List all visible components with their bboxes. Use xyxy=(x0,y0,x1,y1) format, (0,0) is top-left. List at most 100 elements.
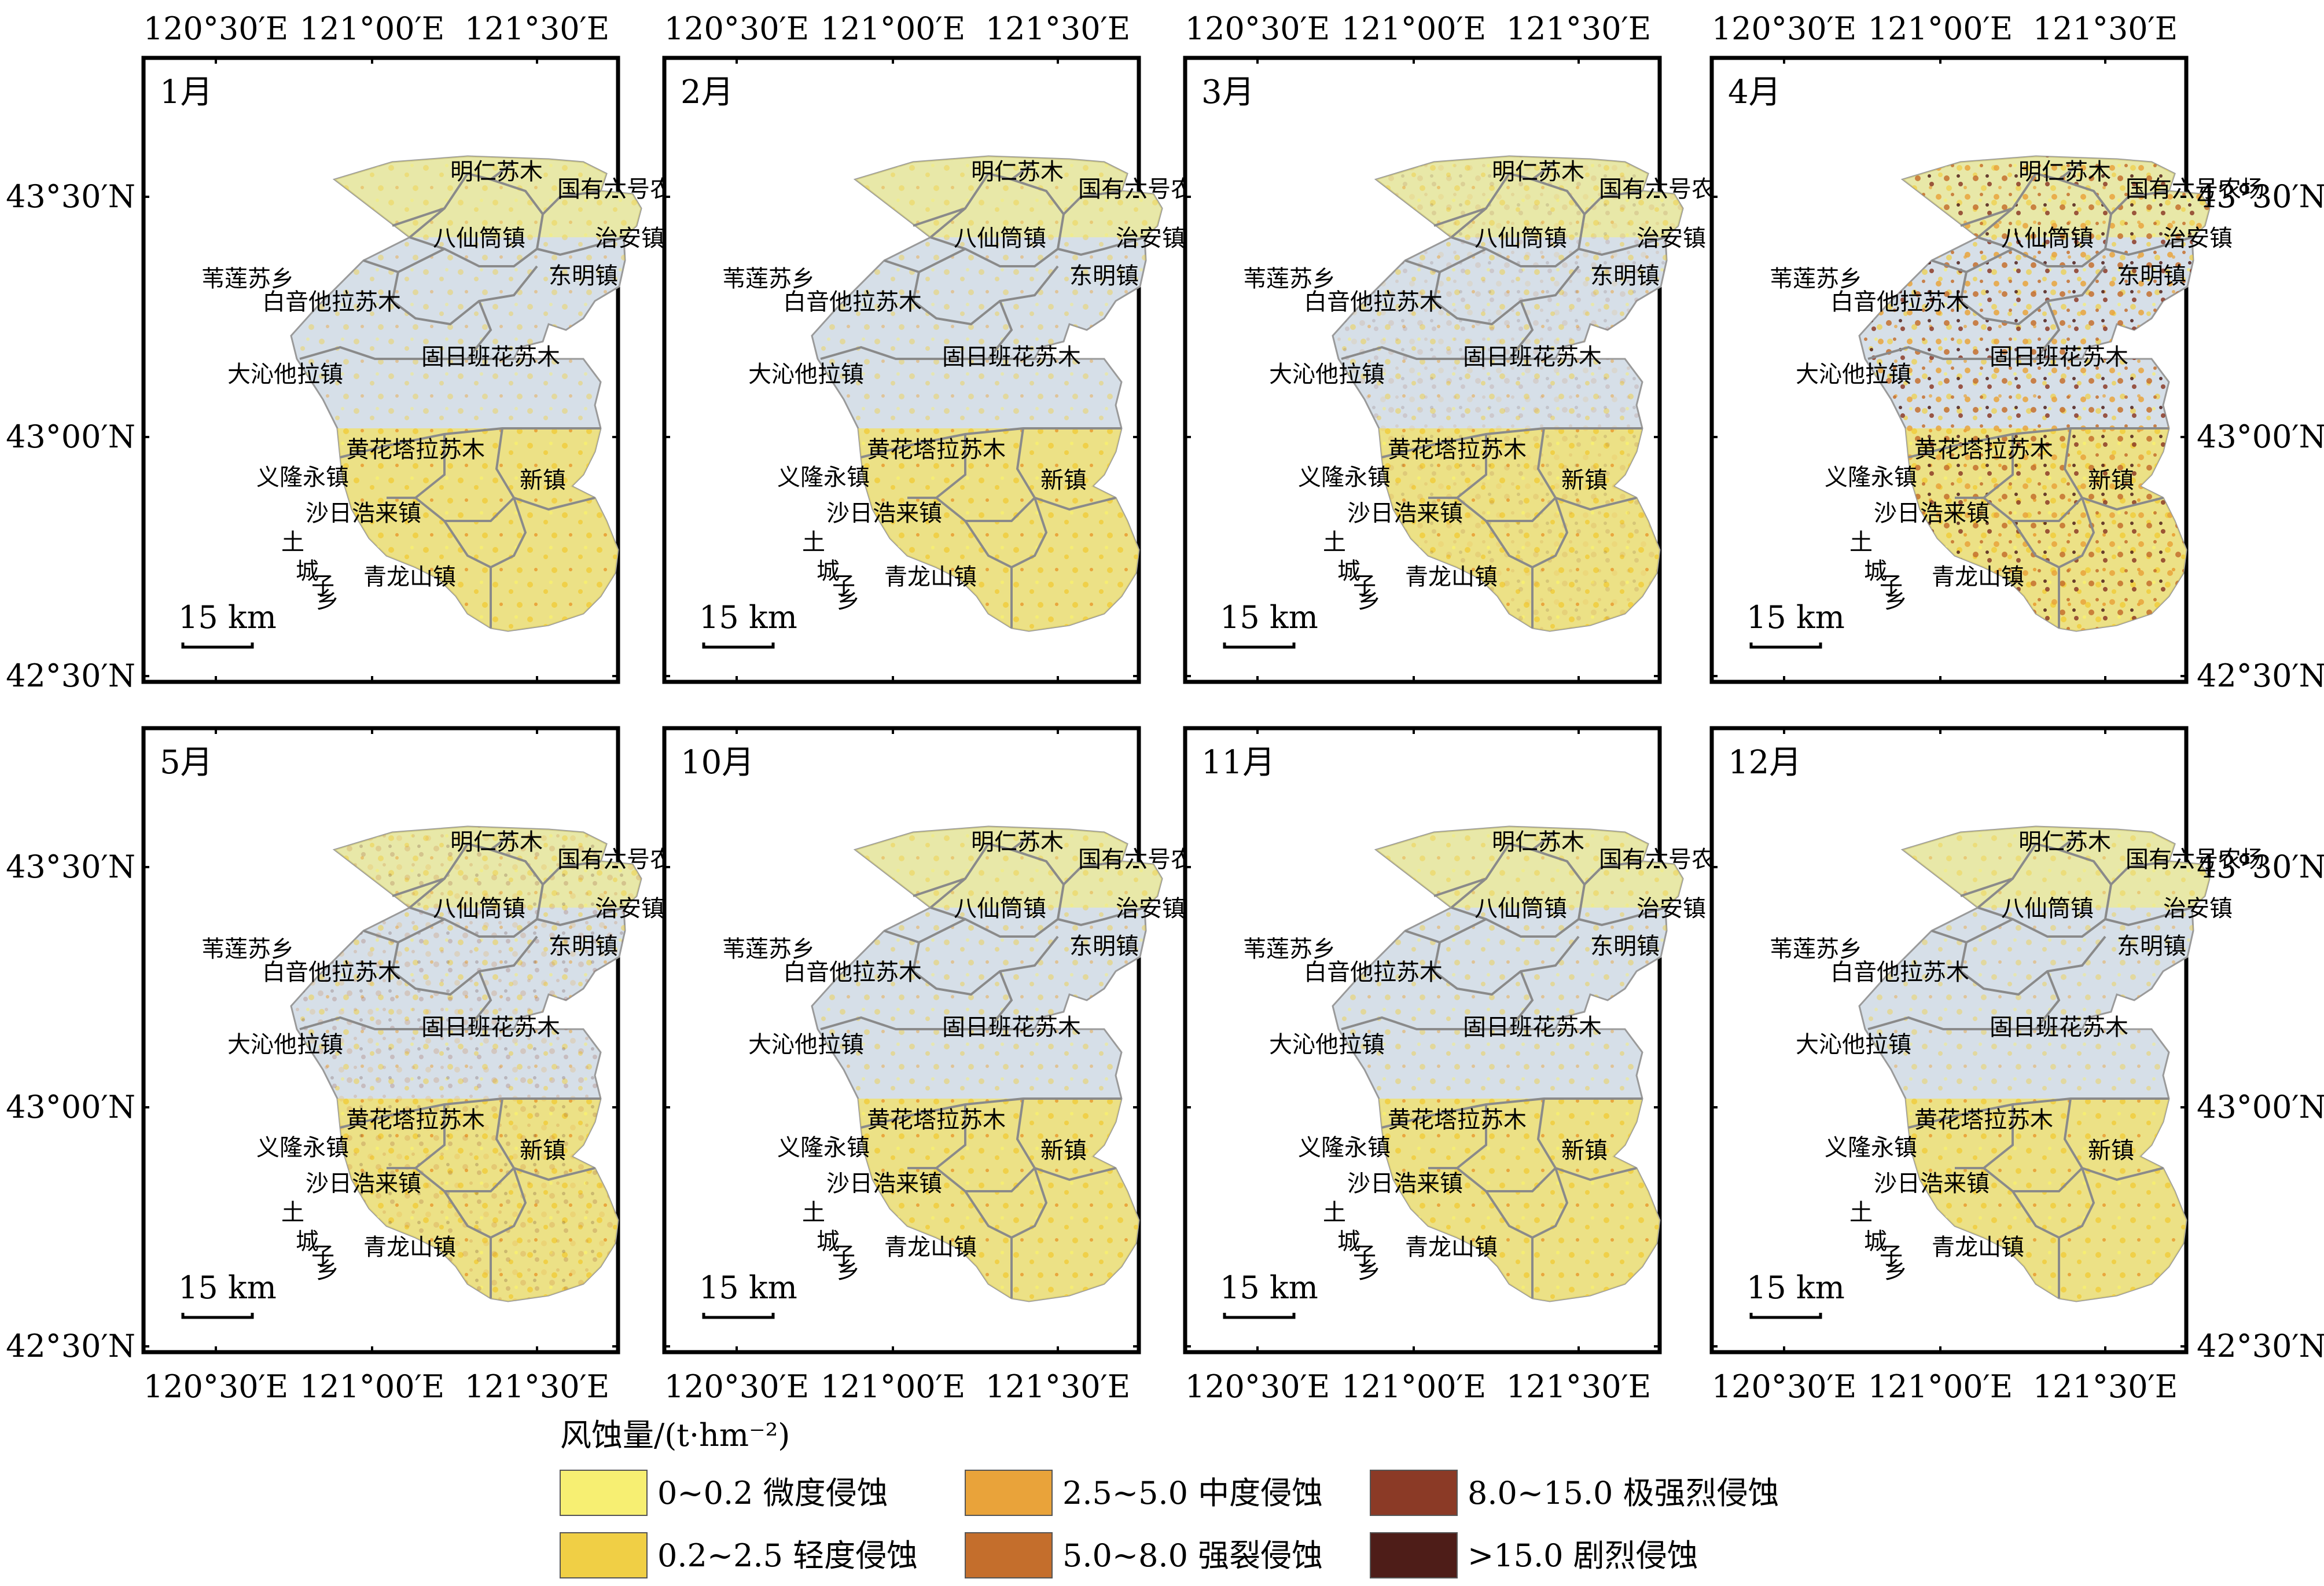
legend-range: 8.0~15.0 极强烈侵蚀 xyxy=(1468,1475,1779,1511)
town-boundary xyxy=(1341,1016,1509,1030)
town-label: 沙日浩来镇 xyxy=(826,1170,942,1197)
town-label: 东明镇 xyxy=(549,263,618,289)
town-label: 青龙山镇 xyxy=(363,1234,456,1261)
town-label: 固日班花苏木 xyxy=(1990,344,2128,370)
month-title: 4月 xyxy=(1728,74,1781,111)
town-boundary xyxy=(1578,906,1666,927)
town-boundary xyxy=(930,884,1065,938)
town-label: 明仁苏木 xyxy=(971,829,1064,856)
town-label: 大沁他拉镇 xyxy=(1796,1031,1911,1058)
lat-label: 43°00′N xyxy=(2197,1089,2324,1125)
town-label: 沙日浩来镇 xyxy=(306,500,421,527)
town-label: 苇莲苏乡 xyxy=(201,936,294,963)
lat-label: 42°30′N xyxy=(2197,1328,2324,1364)
town-label: 子 xyxy=(311,1243,334,1269)
town-boundary xyxy=(1485,497,1569,569)
town-boundary xyxy=(1450,878,1487,909)
town-label: 东明镇 xyxy=(2117,933,2186,960)
legend-range: 5.0~8.0 强裂侵蚀 xyxy=(1062,1537,1323,1574)
town-label: 固日班花苏木 xyxy=(1463,344,1602,370)
town-boundary xyxy=(929,878,966,909)
town-label: 固日班花苏木 xyxy=(942,344,1081,370)
town-label: 土 xyxy=(1849,1199,1873,1226)
town-label: 黄花塔拉苏木 xyxy=(346,436,485,463)
town-label: 青龙山镇 xyxy=(884,564,977,590)
town-label: 大沁他拉镇 xyxy=(748,1031,864,1058)
town-boundary xyxy=(1977,214,2112,267)
town-boundary xyxy=(2105,906,2193,927)
town-label: 青龙山镇 xyxy=(1405,1234,1498,1261)
town-label: 义隆永镇 xyxy=(256,1135,349,1161)
town-label: 八仙筒镇 xyxy=(1474,895,1567,922)
town-label: 东明镇 xyxy=(2117,263,2186,289)
lon-label: 121°30′E xyxy=(986,10,1130,47)
scale-bar xyxy=(702,643,775,649)
town-label: 土 xyxy=(1849,529,1873,556)
lat-label: 42°30′N xyxy=(6,658,135,694)
town-boundary xyxy=(907,1104,966,1169)
town-boundary xyxy=(964,1168,1048,1239)
town-label: 明仁苏木 xyxy=(1492,829,1584,856)
town-label: 新镇 xyxy=(520,1137,566,1164)
scale-bar xyxy=(1749,1313,1822,1319)
town-label: 土 xyxy=(1323,529,1346,556)
town-label: 城 xyxy=(1864,1228,1887,1255)
town-boundary xyxy=(1485,1168,1569,1239)
scale-bar xyxy=(1223,643,1296,649)
town-boundary xyxy=(340,427,601,458)
town-label: 东明镇 xyxy=(1590,263,1660,289)
town-label: 城 xyxy=(296,558,319,585)
lon-label: 120°30′E xyxy=(664,10,809,47)
town-boundary xyxy=(913,831,1036,897)
town-boundary xyxy=(299,1016,468,1030)
town-label: 固日班花苏木 xyxy=(1990,1014,2128,1041)
scale-bar xyxy=(1749,643,1822,649)
scale-bar xyxy=(181,1313,254,1319)
town-label: 乡 xyxy=(837,587,860,614)
town-label: 治安镇 xyxy=(595,895,664,922)
legend-title: 风蚀量/(t·hm⁻²) xyxy=(560,1417,790,1453)
town-label: 治安镇 xyxy=(1637,895,1706,922)
town-label: 义隆永镇 xyxy=(1825,1135,1917,1161)
town-label: 子 xyxy=(1353,572,1376,599)
town-label: 大沁他拉镇 xyxy=(227,1031,343,1058)
lon-label: 121°30′E xyxy=(1506,10,1651,47)
town-boundary xyxy=(1977,878,2014,909)
town-boundary xyxy=(1456,497,1557,522)
town-label: 义隆永镇 xyxy=(1825,464,1917,491)
town-boundary xyxy=(930,214,1065,267)
legend-swatch xyxy=(965,1532,1053,1578)
scale-label: 15 km xyxy=(178,599,277,636)
town-label: 黄花塔拉苏木 xyxy=(346,1107,485,1133)
town-label: 沙日浩来镇 xyxy=(1347,1170,1463,1197)
month-title: 2月 xyxy=(681,74,734,111)
town-label: 乡 xyxy=(837,1257,860,1284)
town-boundary xyxy=(1977,884,2112,938)
town-label: 城 xyxy=(1864,558,1887,585)
town-label: 明仁苏木 xyxy=(1492,159,1584,185)
lon-label: 121°30′E xyxy=(2033,1368,2178,1405)
legend-swatch xyxy=(560,1470,648,1516)
lon-label: 120°30′E xyxy=(1712,1368,1856,1405)
lon-label: 120°30′E xyxy=(144,10,288,47)
town-boundary xyxy=(340,1097,601,1129)
town-boundary xyxy=(907,434,966,499)
town-boundary xyxy=(1955,434,2014,499)
lon-label: 121°30′E xyxy=(465,10,609,47)
scale-bar xyxy=(1223,1313,1296,1319)
lon-label: 120°30′E xyxy=(664,1368,809,1405)
town-boundary xyxy=(387,1104,446,1169)
lat-label: 42°30′N xyxy=(6,1328,135,1364)
legend-class-label: 中度侵蚀 xyxy=(1198,1475,1323,1511)
town-boundary xyxy=(1578,236,1666,256)
town-boundary xyxy=(861,427,1121,458)
town-boundary xyxy=(1381,1097,1642,1129)
legend-swatch xyxy=(1370,1470,1458,1516)
town-boundary xyxy=(391,935,538,996)
town-boundary xyxy=(2012,497,2095,569)
town-label: 白音他拉苏木 xyxy=(1830,959,1969,986)
town-label: 八仙筒镇 xyxy=(2001,895,2094,922)
